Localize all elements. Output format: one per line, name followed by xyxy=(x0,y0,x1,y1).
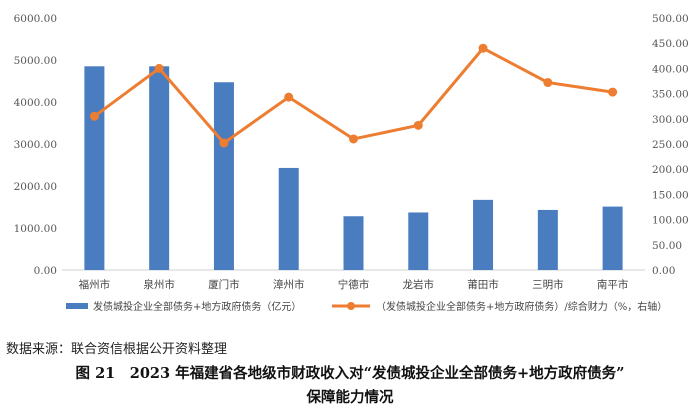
bar xyxy=(537,209,558,270)
right-axis: 0.00 50.00 100.00 150.00 200.00 250.00 300.00 3… xyxy=(652,13,689,277)
caption-line-1: 图 21 2023 年福建省各地级市财政收入对“发债城投企业全部债务+地方政府债… xyxy=(75,365,625,382)
left-tick-label: 4000.00 xyxy=(14,97,57,109)
line-point xyxy=(219,138,229,148)
bar xyxy=(343,216,364,270)
bar xyxy=(278,167,299,270)
right-tick-label: 50.00 xyxy=(652,240,682,252)
category-label: 莆田市 xyxy=(467,278,499,291)
right-tick-label: 100.00 xyxy=(652,215,689,227)
legend-line-marker xyxy=(347,302,355,310)
bar xyxy=(473,199,494,270)
chart: 0.00 1000.00 2000.00 3000.00 4000.00 5000.00 6… xyxy=(14,13,689,313)
legend-line-label: （发债城投企业全部债务+地方政府债务）/综合财力（%，右轴） xyxy=(376,300,667,313)
right-tick-label: 0.00 xyxy=(652,265,675,277)
category-label: 福州市 xyxy=(79,278,111,291)
right-tick-label: 200.00 xyxy=(652,164,689,176)
legend: 发债城投企业全部债务+地方政府债务（亿元） （发债城投企业全部债务+地方政府债务）… xyxy=(66,300,667,313)
category-label: 厦门市 xyxy=(208,278,240,291)
line-point xyxy=(478,43,488,53)
line-point xyxy=(413,120,423,130)
category-label: 南平市 xyxy=(597,278,629,291)
right-tick-label: 250.00 xyxy=(652,139,689,151)
bar-series xyxy=(84,66,623,270)
caption-line-2: 保障能力情况 xyxy=(306,389,394,406)
line-point xyxy=(284,92,294,102)
bar xyxy=(408,212,429,270)
left-tick-label: 3000.00 xyxy=(14,139,57,151)
category-label: 漳州市 xyxy=(273,278,305,291)
right-tick-label: 150.00 xyxy=(652,189,689,201)
legend-bar-label: 发债城投企业全部债务+地方政府债务（亿元） xyxy=(93,300,301,313)
line-series xyxy=(89,43,618,148)
category-label: 宁德市 xyxy=(338,278,370,291)
line-point xyxy=(608,87,618,97)
category-label: 三明市 xyxy=(532,278,564,291)
right-tick-label: 300.00 xyxy=(652,114,689,126)
left-tick-label: 0.00 xyxy=(34,265,57,277)
line-point xyxy=(154,63,164,73)
right-tick-label: 450.00 xyxy=(652,38,689,50)
category-label: 泉州市 xyxy=(143,278,175,291)
line-point xyxy=(349,134,358,144)
figure-caption: 图 21 2023 年福建省各地级市财政收入对“发债城投企业全部债务+地方政府债… xyxy=(0,362,700,410)
left-tick-label: 1000.00 xyxy=(14,223,57,235)
line-point xyxy=(89,111,99,121)
left-tick-label: 2000.00 xyxy=(14,181,57,193)
category-label: 龙岩市 xyxy=(403,278,435,291)
bar xyxy=(84,66,105,270)
bar xyxy=(602,206,623,270)
source-note: 数据来源：联合资信根据公开资料整理 xyxy=(6,342,228,357)
right-tick-label: 400.00 xyxy=(652,63,689,75)
line-point xyxy=(543,78,553,88)
bar xyxy=(213,82,234,270)
left-tick-label: 6000.00 xyxy=(14,13,57,25)
left-axis: 0.00 1000.00 2000.00 3000.00 4000.00 5000.00 6… xyxy=(14,13,57,277)
left-tick-label: 5000.00 xyxy=(14,55,57,67)
right-tick-label: 350.00 xyxy=(652,89,689,101)
legend-bar-swatch xyxy=(66,303,88,309)
category-labels: 福州市 泉州市 厦门市 漳州市 宁德市 龙岩市 莆田市 三明市 南平市 xyxy=(79,278,629,291)
line-path xyxy=(93,46,613,145)
right-tick-label: 500.00 xyxy=(652,13,689,25)
bar xyxy=(149,66,170,270)
